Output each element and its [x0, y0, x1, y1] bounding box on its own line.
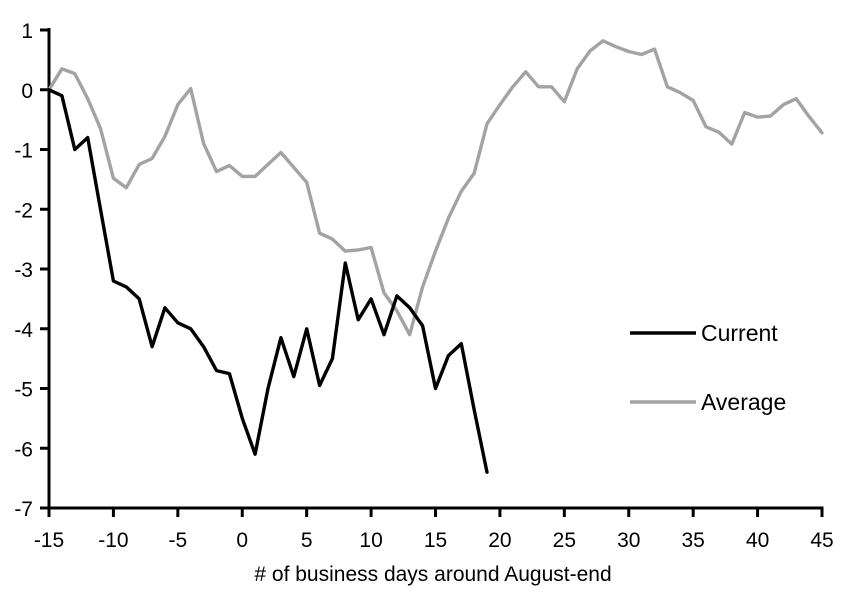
legend-label-average: Average — [701, 389, 786, 415]
x-tick-label: 25 — [553, 529, 576, 552]
x-tick-label: 15 — [424, 529, 447, 552]
x-axis-title: # of business days around August-end — [254, 563, 611, 586]
x-tick-label: 40 — [746, 529, 769, 552]
legend-label-current: Current — [701, 320, 778, 346]
x-tick-label: -5 — [168, 529, 187, 552]
y-tick-label: -5 — [14, 379, 33, 402]
y-tick-label: -7 — [14, 498, 33, 521]
y-tick-label: -4 — [14, 319, 33, 342]
x-tick-label: 10 — [359, 529, 382, 552]
y-tick-label: 1 — [21, 20, 33, 43]
x-tick-label: 30 — [617, 529, 640, 552]
x-tick-label: 5 — [301, 529, 313, 552]
x-tick-label: -15 — [34, 529, 64, 552]
y-tick-label: -6 — [14, 438, 33, 461]
y-tick-label: -3 — [14, 259, 33, 282]
series-line-average — [47, 39, 824, 337]
x-tick-label: 35 — [681, 529, 704, 552]
x-tick-label: 45 — [810, 529, 833, 552]
x-tick-label: -10 — [98, 529, 128, 552]
y-tick-label: 0 — [21, 80, 33, 103]
y-tick-label: -1 — [14, 140, 33, 163]
x-tick-label: 0 — [236, 529, 248, 552]
x-tick-label: 20 — [488, 529, 511, 552]
y-tick-label: -2 — [14, 199, 33, 222]
series-line-current — [47, 88, 489, 474]
